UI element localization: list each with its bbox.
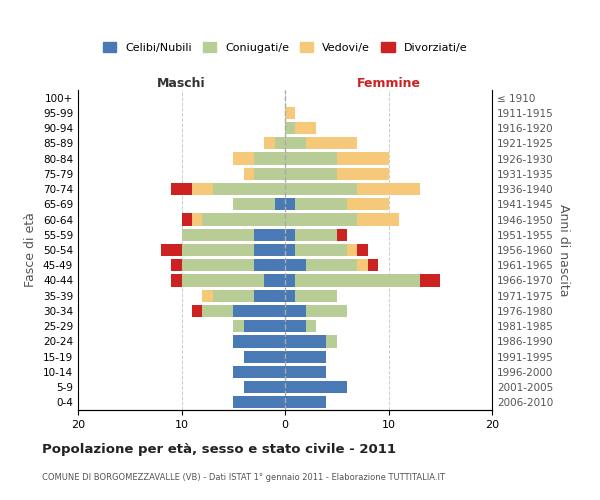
Bar — [285, 350, 326, 363]
Bar — [171, 183, 192, 195]
Bar — [244, 381, 285, 393]
Bar — [182, 259, 254, 272]
Bar — [182, 274, 265, 286]
Y-axis label: Anni di nascita: Anni di nascita — [557, 204, 570, 296]
Text: COMUNE DI BORGOMEZZAVALLE (VB) - Dati ISTAT 1° gennaio 2011 - Elaborazione TUTTI: COMUNE DI BORGOMEZZAVALLE (VB) - Dati IS… — [42, 472, 445, 482]
Bar — [244, 320, 285, 332]
Bar — [368, 259, 378, 272]
Bar — [212, 290, 254, 302]
Bar — [285, 137, 306, 149]
Bar — [285, 122, 295, 134]
Bar — [337, 168, 389, 180]
Bar — [306, 305, 347, 317]
Bar — [244, 350, 285, 363]
Bar — [285, 152, 337, 164]
Bar — [285, 183, 358, 195]
Bar — [285, 381, 347, 393]
Bar — [337, 152, 389, 164]
Bar — [233, 396, 285, 408]
Bar — [326, 336, 337, 347]
Bar — [233, 152, 254, 164]
Bar — [285, 198, 295, 210]
Bar — [254, 228, 285, 241]
Bar — [192, 183, 212, 195]
Bar — [285, 228, 295, 241]
Bar — [233, 198, 275, 210]
Bar — [254, 290, 285, 302]
Bar — [347, 244, 358, 256]
Text: Maschi: Maschi — [157, 77, 206, 90]
Bar — [171, 274, 182, 286]
Bar — [171, 259, 182, 272]
Bar — [295, 290, 337, 302]
Bar — [285, 396, 326, 408]
Bar — [285, 259, 306, 272]
Bar — [285, 336, 326, 347]
Bar — [285, 214, 358, 226]
Text: Femmine: Femmine — [356, 77, 421, 90]
Bar — [254, 244, 285, 256]
Bar — [202, 305, 233, 317]
Legend: Celibi/Nubili, Coniugati/e, Vedovi/e, Divorziati/e: Celibi/Nubili, Coniugati/e, Vedovi/e, Di… — [98, 38, 472, 58]
Bar — [358, 244, 368, 256]
Bar — [192, 214, 202, 226]
Bar — [202, 214, 285, 226]
Bar — [233, 305, 285, 317]
Bar — [264, 137, 275, 149]
Bar — [358, 214, 399, 226]
Bar — [347, 198, 389, 210]
Bar — [306, 259, 358, 272]
Bar — [306, 137, 358, 149]
Bar — [295, 244, 347, 256]
Bar — [285, 366, 326, 378]
Bar — [419, 274, 440, 286]
Bar — [233, 336, 285, 347]
Bar — [295, 122, 316, 134]
Bar — [254, 168, 285, 180]
Bar — [202, 290, 212, 302]
Bar — [233, 366, 285, 378]
Bar — [285, 168, 337, 180]
Bar — [295, 274, 419, 286]
Bar — [244, 168, 254, 180]
Bar — [285, 244, 295, 256]
Bar — [233, 320, 244, 332]
Bar — [192, 305, 202, 317]
Bar — [254, 259, 285, 272]
Bar — [275, 137, 285, 149]
Bar — [285, 107, 295, 119]
Text: Popolazione per età, sesso e stato civile - 2011: Popolazione per età, sesso e stato civil… — [42, 442, 396, 456]
Bar — [285, 305, 306, 317]
Bar — [265, 274, 285, 286]
Bar — [182, 228, 254, 241]
Bar — [295, 198, 347, 210]
Bar — [254, 152, 285, 164]
Bar — [161, 244, 182, 256]
Bar — [275, 198, 285, 210]
Bar — [295, 228, 337, 241]
Bar — [285, 290, 295, 302]
Bar — [285, 320, 306, 332]
Bar — [182, 244, 254, 256]
Bar — [358, 259, 368, 272]
Bar — [212, 183, 285, 195]
Bar — [285, 274, 295, 286]
Y-axis label: Fasce di età: Fasce di età — [25, 212, 37, 288]
Bar — [306, 320, 316, 332]
Bar — [337, 228, 347, 241]
Bar — [182, 214, 192, 226]
Bar — [358, 183, 419, 195]
